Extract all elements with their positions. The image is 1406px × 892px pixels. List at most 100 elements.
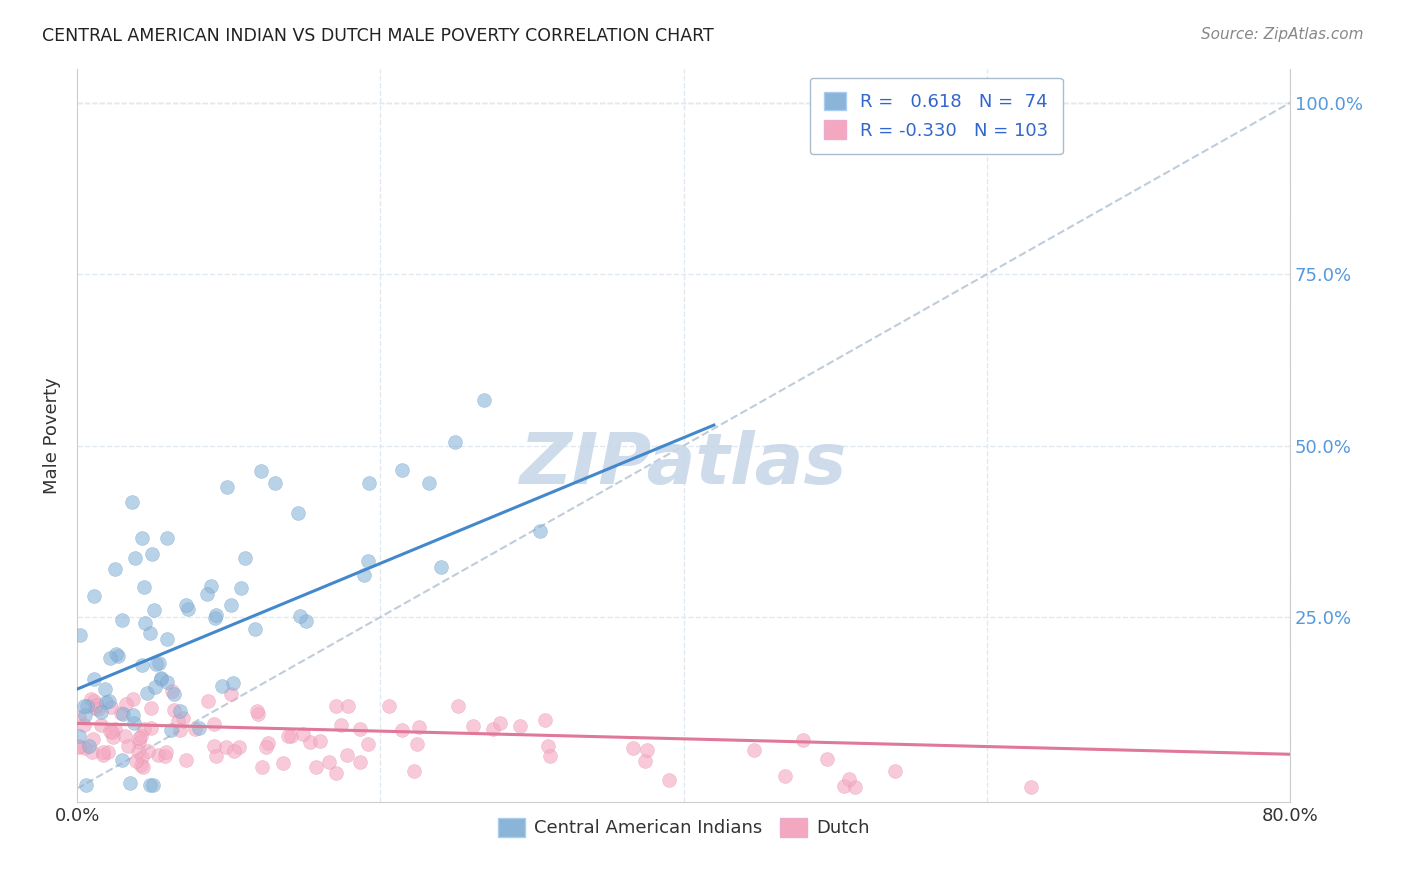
Point [67,739,90,754]
Point [215,740,238,755]
Point [318,755,340,769]
Point [174,753,197,767]
Point [246,707,269,722]
Point [150,672,173,686]
Point [391,723,413,738]
Point [636,743,658,757]
Point [77,739,100,754]
Point [443,434,465,449]
Point [329,718,352,732]
Point [121,495,143,509]
Point [408,720,430,734]
Point [86,698,108,712]
Point [280,729,302,743]
Point [124,550,146,565]
Point [100,723,122,738]
Point [87,702,110,716]
Point [104,562,127,576]
Point [172,711,194,725]
Point [447,698,470,713]
Point [169,704,191,718]
Point [134,615,156,630]
Point [309,734,332,748]
Text: Source: ZipAtlas.com: Source: ZipAtlas.com [1201,27,1364,42]
Point [405,737,427,751]
Point [1019,780,1042,794]
Text: CENTRAL AMERICAN INDIAN VS DUTCH MALE POVERTY CORRELATION CHART: CENTRAL AMERICAN INDIAN VS DUTCH MALE PO… [42,27,714,45]
Point [84,701,107,715]
Point [169,723,191,737]
Point [537,739,560,753]
Point [235,550,257,565]
Point [67,740,90,755]
Point [131,750,153,764]
Point [290,609,312,624]
Point [141,547,163,561]
Point [160,723,183,737]
Point [145,657,167,671]
Point [82,731,104,746]
Point [122,692,145,706]
Point [429,560,451,574]
Point [162,687,184,701]
Point [110,706,132,721]
Point [122,708,145,723]
Point [156,531,179,545]
Point [153,749,176,764]
Point [111,613,134,627]
Point [155,745,177,759]
Point [378,698,401,713]
Point [69,628,91,642]
Point [534,713,557,727]
Point [299,735,322,749]
Point [482,722,505,736]
Point [838,772,860,787]
Point [167,714,190,728]
Point [118,776,141,790]
Point [139,721,162,735]
Point [127,744,149,758]
Point [254,739,277,754]
Point [90,717,112,731]
Point [141,778,163,792]
Point [337,699,360,714]
Point [115,697,138,711]
Point [67,729,90,743]
Point [101,731,124,745]
Point [139,700,162,714]
Point [529,524,551,539]
Point [246,705,269,719]
Point [177,602,200,616]
Point [249,465,271,479]
Point [114,729,136,743]
Point [128,735,150,749]
Point [75,740,97,755]
Point [243,622,266,636]
Text: ZIPatlas: ZIPatlas [520,430,848,500]
Point [94,682,117,697]
Point [75,778,97,792]
Point [139,626,162,640]
Point [96,695,118,709]
Point [257,736,280,750]
Point [195,586,218,600]
Point [834,779,856,793]
Point [472,393,495,408]
Point [200,579,222,593]
Point [357,475,380,490]
Point [132,760,155,774]
Point [305,760,328,774]
Point [215,480,238,494]
Point [111,706,134,721]
Point [139,778,162,792]
Point [325,766,347,780]
Point [101,724,124,739]
Point [98,651,121,665]
Legend: Central American Indians, Dutch: Central American Indians, Dutch [491,811,877,845]
Point [76,699,98,714]
Point [884,764,907,779]
Point [105,647,128,661]
Point [122,715,145,730]
Point [277,729,299,743]
Point [188,721,211,735]
